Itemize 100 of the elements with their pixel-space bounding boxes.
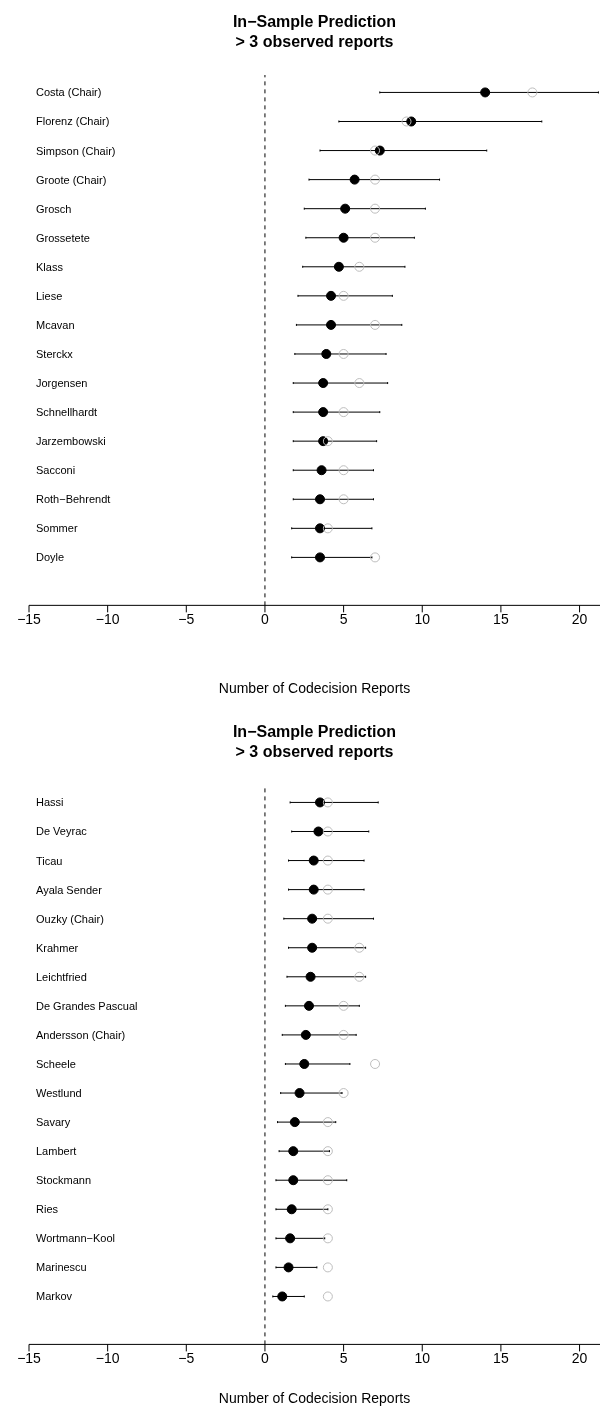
category-label: Westlund bbox=[36, 1087, 82, 1100]
x-tick-label: 15 bbox=[493, 1350, 509, 1367]
x-tick-label: −5 bbox=[178, 611, 195, 628]
point bbox=[340, 203, 351, 214]
category-label: Simpson (Chair) bbox=[36, 144, 116, 157]
point bbox=[315, 494, 326, 505]
point bbox=[354, 261, 365, 272]
point bbox=[285, 1233, 296, 1244]
point bbox=[322, 523, 333, 534]
point bbox=[338, 465, 349, 476]
point bbox=[322, 913, 333, 924]
category-label: Savary bbox=[36, 1116, 71, 1129]
point bbox=[305, 971, 316, 982]
category-label: Hassi bbox=[36, 796, 64, 809]
category-label: Stockmann bbox=[36, 1174, 92, 1187]
point bbox=[316, 465, 327, 476]
category-label: Sommer bbox=[36, 522, 78, 535]
point bbox=[322, 797, 333, 808]
point bbox=[322, 884, 333, 895]
category-label: Costa (Chair) bbox=[36, 86, 102, 99]
x-tick-label: −10 bbox=[95, 611, 120, 628]
point bbox=[338, 1029, 349, 1040]
point bbox=[307, 942, 318, 953]
point bbox=[370, 1058, 381, 1069]
point bbox=[338, 290, 349, 301]
point bbox=[315, 797, 326, 808]
category-label: Groote (Chair) bbox=[36, 173, 107, 186]
chart-title: In−Sample Prediction bbox=[231, 722, 398, 742]
category-label: Grosch bbox=[36, 202, 72, 215]
point bbox=[370, 145, 381, 156]
point bbox=[527, 87, 538, 98]
point bbox=[288, 1175, 299, 1186]
point bbox=[313, 826, 324, 837]
category-label: Klass bbox=[36, 260, 63, 273]
category-label: Grossetete bbox=[36, 231, 90, 244]
point bbox=[338, 407, 349, 418]
point bbox=[318, 378, 329, 389]
point bbox=[370, 232, 381, 243]
point bbox=[480, 87, 491, 98]
category-label: Marinescu bbox=[36, 1261, 87, 1274]
x-tick-label: 15 bbox=[493, 611, 509, 628]
point bbox=[338, 1088, 349, 1099]
category-label: Liese bbox=[36, 289, 63, 302]
x-tick-label: −10 bbox=[95, 1350, 120, 1367]
point bbox=[370, 319, 381, 330]
category-label: Andersson (Chair) bbox=[36, 1028, 126, 1041]
x-tick-label: −5 bbox=[178, 1350, 195, 1367]
x-axis-title: Number of Codecision Reports bbox=[218, 680, 411, 696]
category-label: Leichtfried bbox=[36, 970, 87, 983]
point bbox=[338, 348, 349, 359]
point bbox=[322, 1233, 333, 1244]
x-tick-label: −15 bbox=[17, 1350, 42, 1367]
point bbox=[322, 436, 333, 447]
point bbox=[322, 1175, 333, 1186]
point bbox=[354, 378, 365, 389]
x-tick-label: 20 bbox=[571, 1350, 588, 1367]
point bbox=[315, 523, 326, 534]
category-label: Ticau bbox=[36, 854, 63, 867]
point bbox=[289, 1117, 300, 1128]
point bbox=[303, 1000, 314, 1011]
point bbox=[318, 407, 329, 418]
point bbox=[322, 1262, 333, 1273]
point bbox=[370, 174, 381, 185]
category-label: Florenz (Chair) bbox=[36, 115, 110, 128]
x-tick-label: 5 bbox=[339, 611, 348, 628]
point bbox=[321, 348, 332, 359]
point bbox=[322, 1146, 333, 1157]
x-tick-label: 0 bbox=[261, 1350, 270, 1367]
category-label: De Veyrac bbox=[36, 825, 87, 838]
point bbox=[338, 1000, 349, 1011]
x-tick-label: 20 bbox=[571, 611, 588, 628]
category-label: Lambert bbox=[36, 1145, 77, 1158]
point bbox=[308, 855, 319, 866]
point bbox=[333, 261, 344, 272]
x-tick-label: 10 bbox=[414, 611, 431, 628]
point bbox=[315, 552, 326, 563]
x-tick-label: 0 bbox=[261, 611, 270, 628]
category-label: Doyle bbox=[36, 551, 65, 564]
point bbox=[322, 826, 333, 837]
point bbox=[283, 1262, 294, 1273]
point bbox=[370, 552, 381, 563]
category-label: Ayala Sender bbox=[36, 883, 102, 896]
point bbox=[326, 290, 337, 301]
category-label: Sterckx bbox=[36, 348, 73, 360]
point bbox=[322, 1117, 333, 1128]
x-tick-label: 10 bbox=[414, 1350, 431, 1367]
point bbox=[322, 855, 333, 866]
category-label: Krahmer bbox=[36, 941, 79, 954]
x-tick-label: 5 bbox=[339, 1350, 348, 1367]
point bbox=[322, 1204, 333, 1215]
point bbox=[286, 1204, 297, 1215]
category-label: Jarzembowski bbox=[36, 435, 106, 448]
point bbox=[354, 942, 365, 953]
category-label: De Grandes Pascual bbox=[36, 999, 138, 1012]
chart-subtitle: > 3 observed reports bbox=[234, 742, 395, 762]
point bbox=[338, 232, 349, 243]
point bbox=[288, 1146, 299, 1157]
category-label: Ouzky (Chair) bbox=[36, 912, 104, 925]
point bbox=[354, 971, 365, 982]
category-label: Scheele bbox=[36, 1058, 76, 1070]
